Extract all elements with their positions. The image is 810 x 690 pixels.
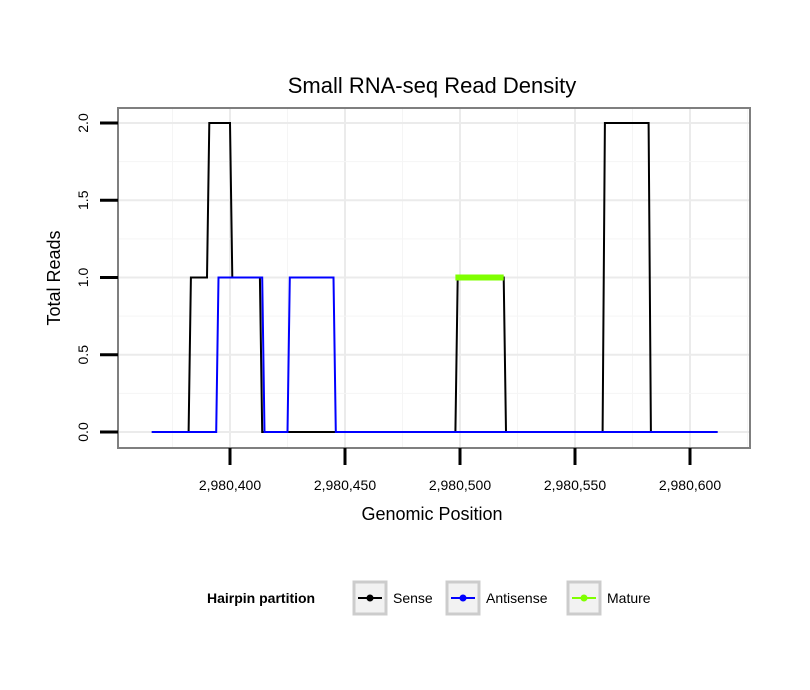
x-tick-label: 2,980,500 — [429, 477, 491, 493]
series-line-antisense — [151, 276, 718, 433]
series-layer — [151, 122, 718, 433]
legend-key-point — [459, 594, 467, 602]
y-tick-label: 0.0 — [75, 422, 91, 442]
y-axis: 0.0 0.5 1.0 1.5 2.0 — [75, 113, 118, 442]
legend-label: Mature — [607, 590, 651, 606]
x-axis: 2,980,400 2,980,450 2,980,500 2,980,550 2,98… — [199, 448, 721, 493]
y-tick-label: 2.0 — [75, 113, 91, 133]
y-tick-label: 0.5 — [75, 345, 91, 365]
legend-title: Hairpin partition — [207, 590, 315, 606]
x-tick-label: 2,980,400 — [199, 477, 261, 493]
x-tick-label: 2,980,600 — [659, 477, 721, 493]
y-axis-title: Total Reads — [44, 230, 64, 325]
legend-label: Antisense — [486, 590, 548, 606]
x-tick-label: 2,980,450 — [314, 477, 376, 493]
x-axis-title: Genomic Position — [361, 504, 502, 524]
legend-key-point — [366, 594, 374, 602]
y-tick-label: 1.0 — [75, 268, 91, 288]
legend-key-point — [580, 594, 588, 602]
y-tick-label: 1.5 — [75, 190, 91, 210]
legend-label: Sense — [393, 590, 433, 606]
legend: Hairpin partition Sense Antisense Mature — [207, 580, 651, 616]
legend-items: Sense Antisense Mature — [352, 580, 651, 616]
chart-title: Small RNA-seq Read Density — [288, 73, 577, 98]
x-tick-label: 2,980,550 — [544, 477, 606, 493]
